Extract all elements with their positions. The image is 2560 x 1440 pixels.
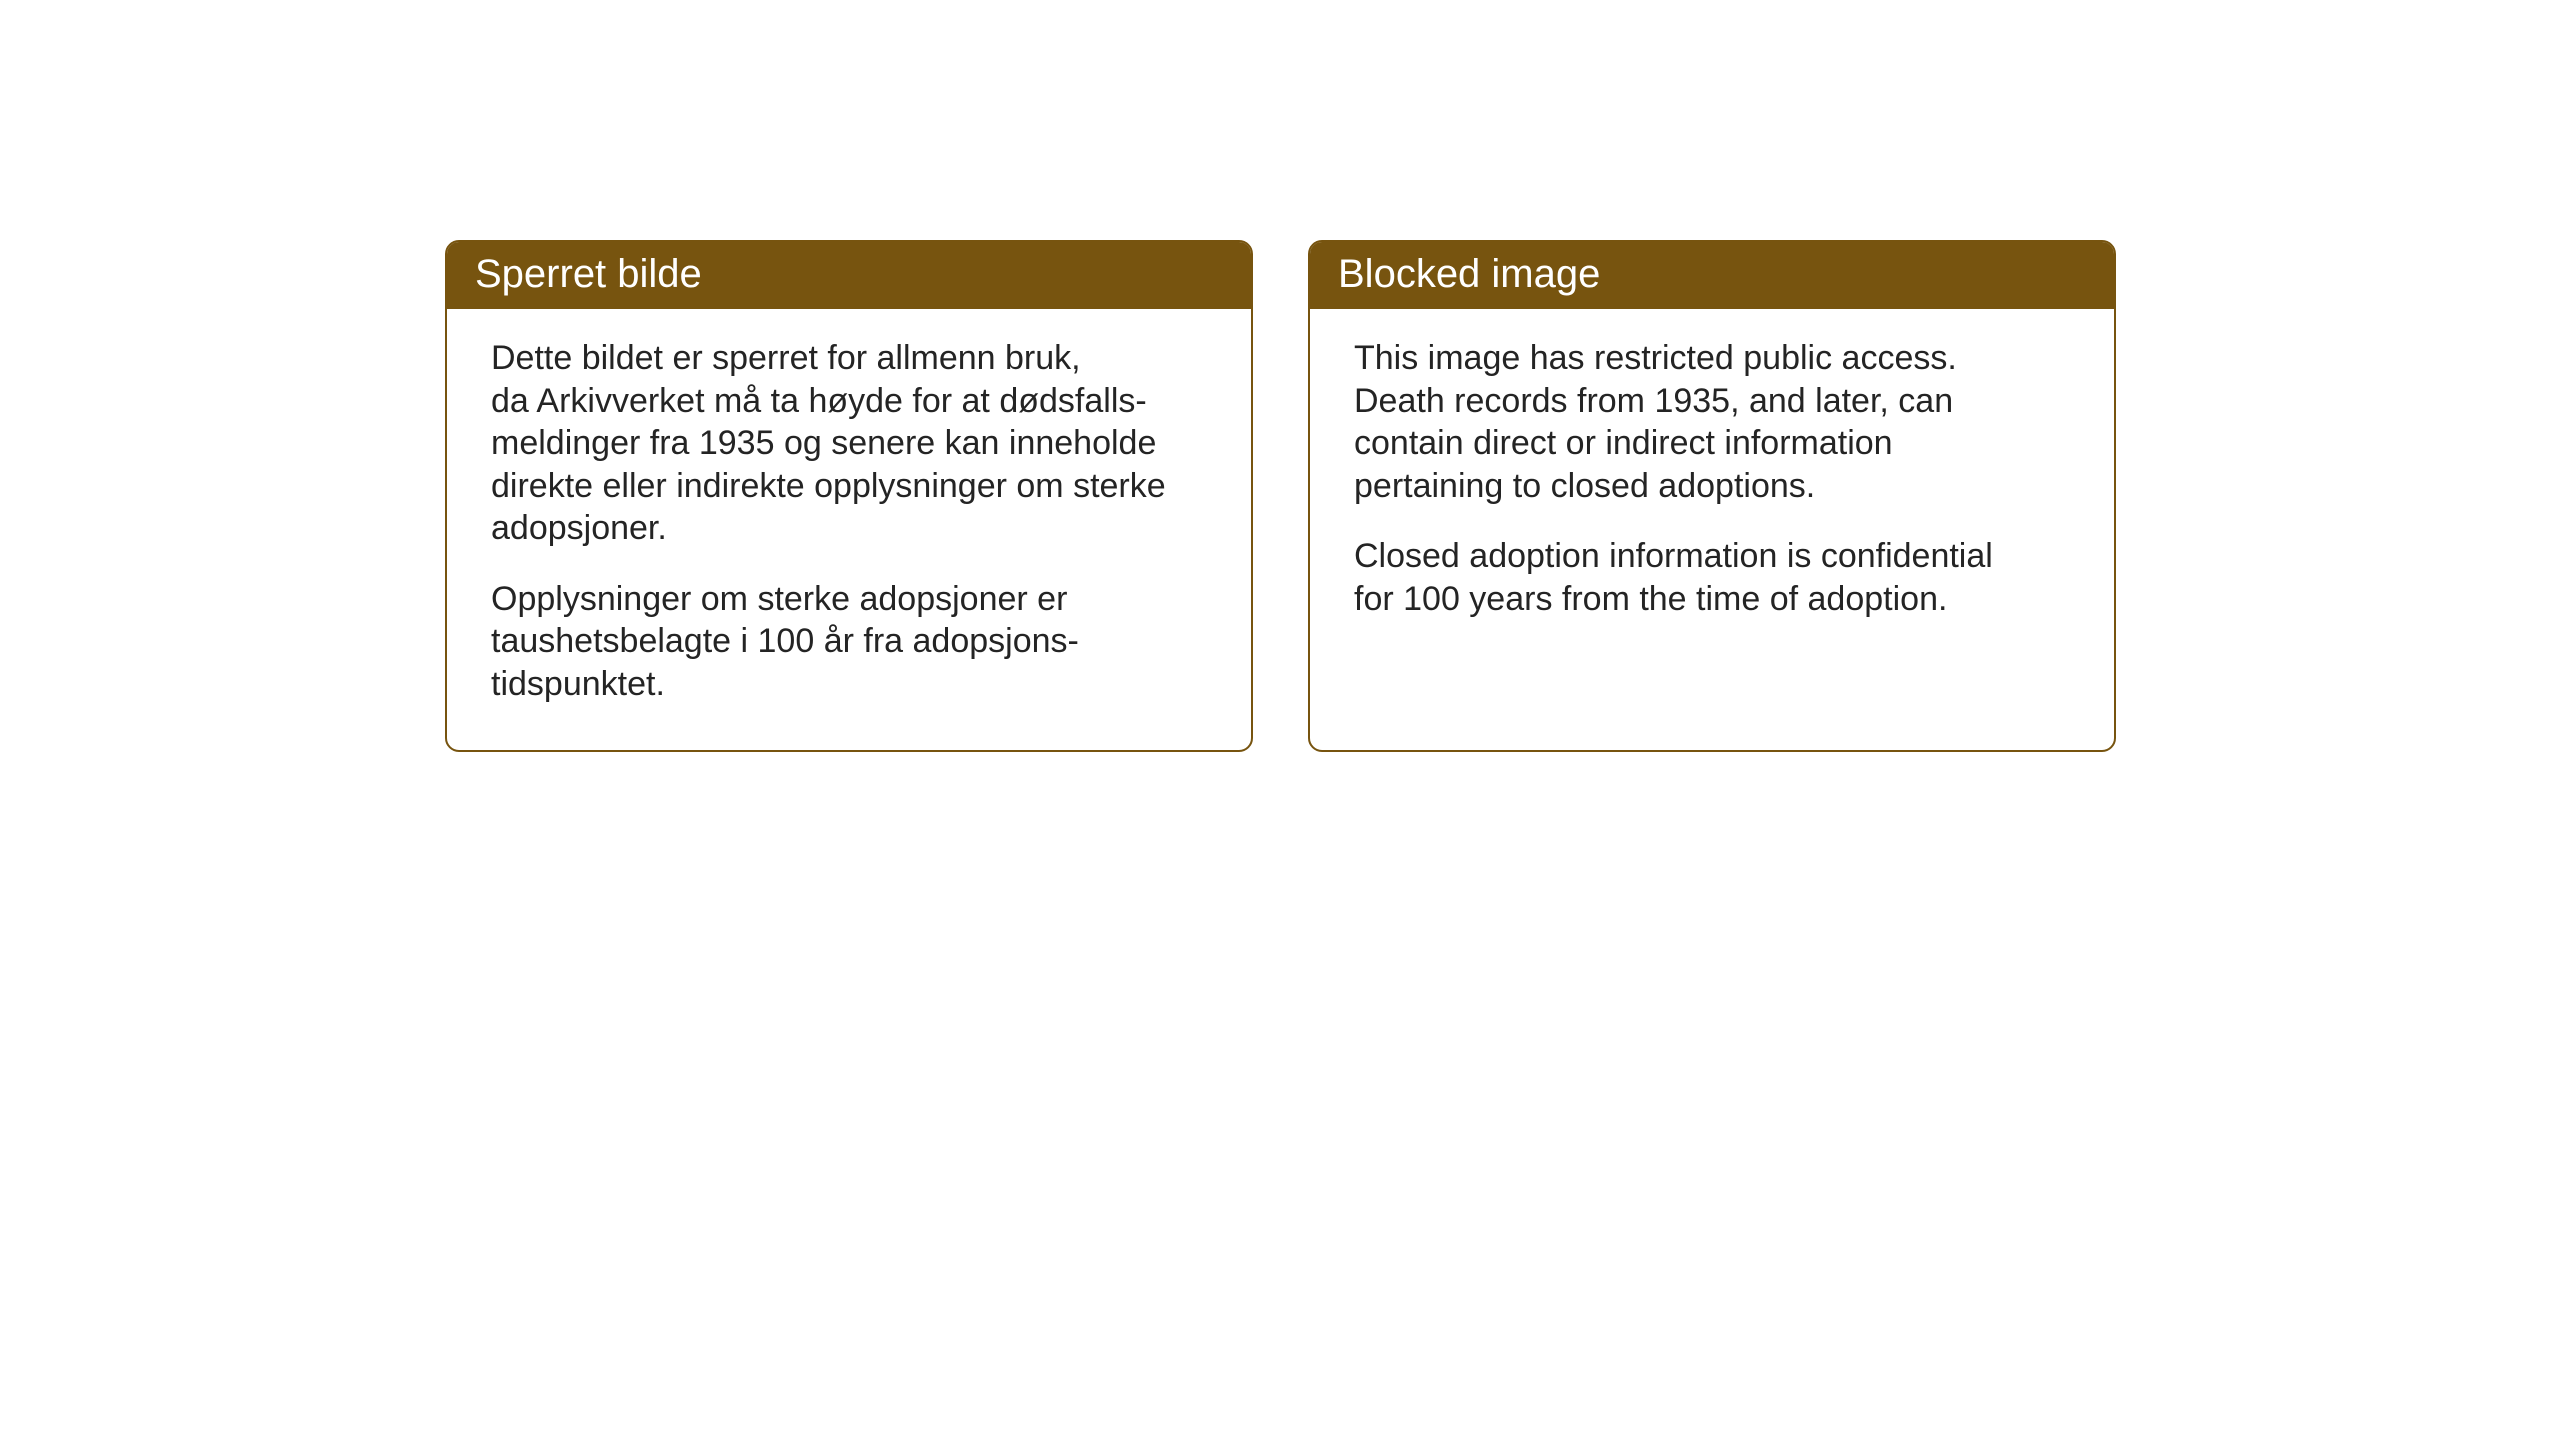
blocked-image-card-norwegian: Sperret bilde Dette bildet er sperret fo… xyxy=(445,240,1253,752)
text-line: tidspunktet. xyxy=(491,665,665,703)
text-line: Closed adoption information is confident… xyxy=(1354,537,1993,575)
text-line: pertaining to closed adoptions. xyxy=(1354,467,1815,505)
text-line: This image has restricted public access. xyxy=(1354,339,1957,377)
text-line: adopsjoner. xyxy=(491,509,667,547)
paragraph-2-english: Closed adoption information is confident… xyxy=(1354,535,2070,620)
paragraph-1-english: This image has restricted public access.… xyxy=(1354,337,2070,507)
text-line: for 100 years from the time of adoption. xyxy=(1354,580,1947,618)
card-title-english: Blocked image xyxy=(1338,252,1600,296)
text-line: meldinger fra 1935 og senere kan innehol… xyxy=(491,424,1156,462)
paragraph-2-norwegian: Opplysninger om sterke adopsjoner er tau… xyxy=(491,578,1207,706)
text-line: direkte eller indirekte opplysninger om … xyxy=(491,467,1166,505)
text-line: taushetsbelagte i 100 år fra adopsjons- xyxy=(491,622,1079,660)
paragraph-1-norwegian: Dette bildet er sperret for allmenn bruk… xyxy=(491,337,1207,550)
blocked-image-card-english: Blocked image This image has restricted … xyxy=(1308,240,2116,752)
text-line: da Arkivverket må ta høyde for at dødsfa… xyxy=(491,382,1147,420)
card-header-norwegian: Sperret bilde xyxy=(447,242,1251,309)
text-line: Opplysninger om sterke adopsjoner er xyxy=(491,580,1067,618)
card-title-norwegian: Sperret bilde xyxy=(475,252,702,296)
cards-container: Sperret bilde Dette bildet er sperret fo… xyxy=(445,240,2116,752)
text-line: Dette bildet er sperret for allmenn bruk… xyxy=(491,339,1081,377)
card-body-norwegian: Dette bildet er sperret for allmenn bruk… xyxy=(447,309,1251,745)
text-line: Death records from 1935, and later, can xyxy=(1354,382,1953,420)
text-line: contain direct or indirect information xyxy=(1354,424,1893,462)
card-header-english: Blocked image xyxy=(1310,242,2114,309)
card-body-english: This image has restricted public access.… xyxy=(1310,309,2114,660)
